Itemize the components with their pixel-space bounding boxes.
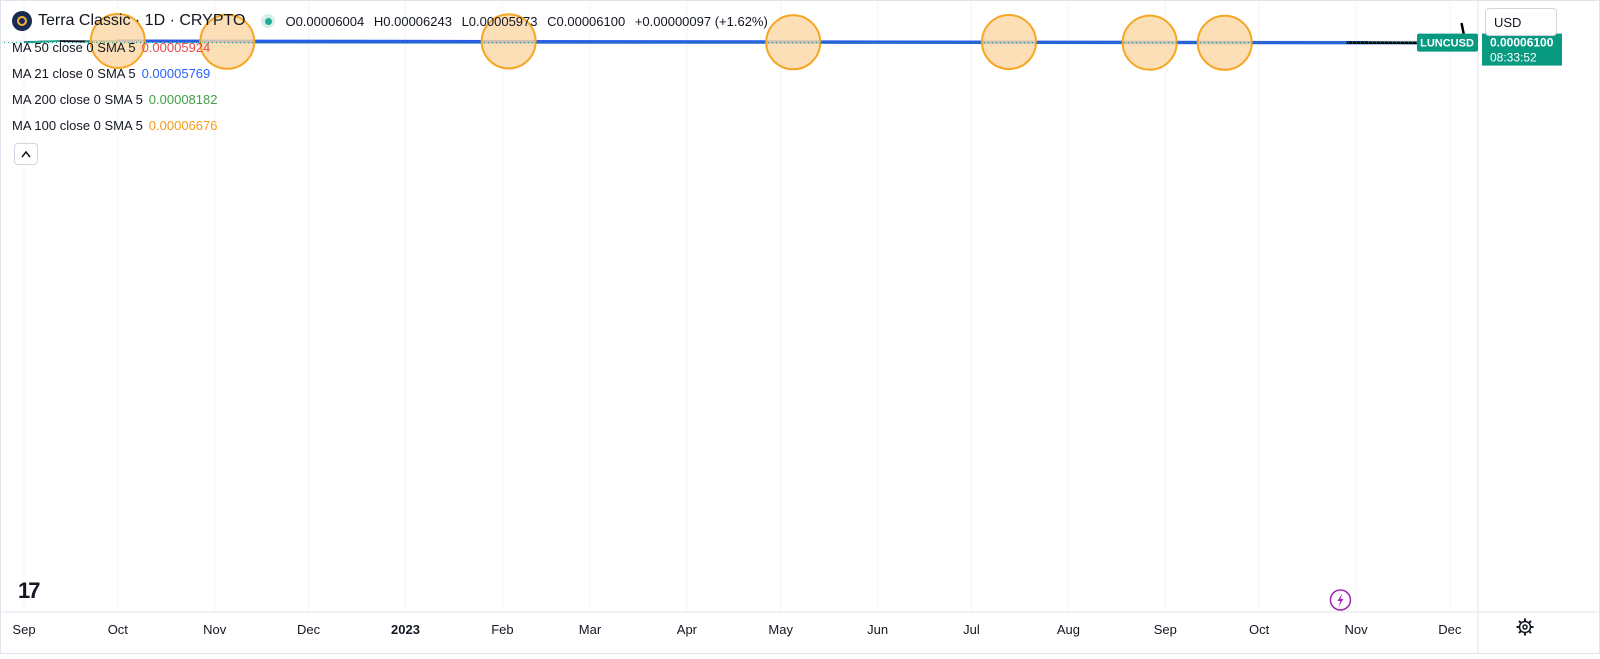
gear-icon[interactable] xyxy=(1516,618,1534,636)
indicator-value: 0.00005769 xyxy=(142,66,211,81)
x-tick-label: Nov xyxy=(1345,622,1369,637)
ohlc-values: O0.00006004 H0.00006243 L0.00005973 C0.0… xyxy=(285,14,773,29)
indicator-label: MA 100 close 0 SMA 5 xyxy=(12,118,143,133)
market-open-icon xyxy=(261,14,275,28)
coin-icon xyxy=(12,11,32,31)
indicator-value: 0.00008182 xyxy=(149,92,218,107)
indicator-label: MA 21 close 0 SMA 5 xyxy=(12,66,136,81)
indicator-label: MA 200 close 0 SMA 5 xyxy=(12,92,143,107)
close-value: C0.00006100 xyxy=(547,14,625,29)
low-value: L0.00005973 xyxy=(462,14,538,29)
x-tick-label: Oct xyxy=(108,622,129,637)
x-tick-label: Dec xyxy=(297,622,321,637)
x-tick-label: Dec xyxy=(1438,622,1462,637)
x-tick-label: Mar xyxy=(579,622,602,637)
collapse-legend-button[interactable] xyxy=(14,143,38,165)
x-tick-label: Sep xyxy=(1154,622,1177,637)
symbol-tag-label: LUNCUSD xyxy=(1420,38,1474,50)
countdown-value: 08:33:52 xyxy=(1490,51,1537,65)
touch-circle xyxy=(982,15,1036,69)
open-value: O0.00006004 xyxy=(285,14,364,29)
x-tick-label: Oct xyxy=(1249,622,1270,637)
x-tick-label: 2023 xyxy=(391,622,420,637)
x-tick-label: Jun xyxy=(867,622,888,637)
currency-select[interactable]: USD xyxy=(1485,8,1557,36)
x-tick-label: May xyxy=(768,622,793,637)
high-value: H0.00006243 xyxy=(374,14,452,29)
indicator-ma50[interactable]: MA 50 close 0 SMA 5 0.00005924 xyxy=(12,34,774,60)
tradingview-logo-icon: 17 xyxy=(18,578,38,604)
indicator-value: 0.00006676 xyxy=(149,118,218,133)
x-tick-label: Sep xyxy=(12,622,35,637)
x-tick-label: Aug xyxy=(1057,622,1080,637)
indicator-label: MA 50 close 0 SMA 5 xyxy=(12,40,136,55)
lightning-icon xyxy=(1330,590,1350,610)
chart-legend: Terra Classic · 1D · CRYPTO O0.00006004 … xyxy=(12,8,774,138)
x-tick-label: Nov xyxy=(203,622,227,637)
symbol-title[interactable]: Terra Classic · 1D · CRYPTO xyxy=(38,12,245,30)
chevron-up-icon xyxy=(21,150,31,158)
x-tick-label: Feb xyxy=(491,622,513,637)
change-value: +0.00000097 (+1.62%) xyxy=(635,14,768,29)
indicator-value: 0.00005924 xyxy=(142,40,211,55)
indicator-ma200[interactable]: MA 200 close 0 SMA 5 0.00008182 xyxy=(12,86,774,112)
indicator-ma21[interactable]: MA 21 close 0 SMA 5 0.00005769 xyxy=(12,60,774,86)
price-tag-value: 0.00006100 xyxy=(1490,36,1554,50)
x-tick-label: Apr xyxy=(677,622,698,637)
symbol-row: Terra Classic · 1D · CRYPTO O0.00006004 … xyxy=(12,8,774,34)
x-tick-label: Jul xyxy=(963,622,980,637)
indicator-ma100[interactable]: MA 100 close 0 SMA 5 0.00006676 xyxy=(12,112,774,138)
